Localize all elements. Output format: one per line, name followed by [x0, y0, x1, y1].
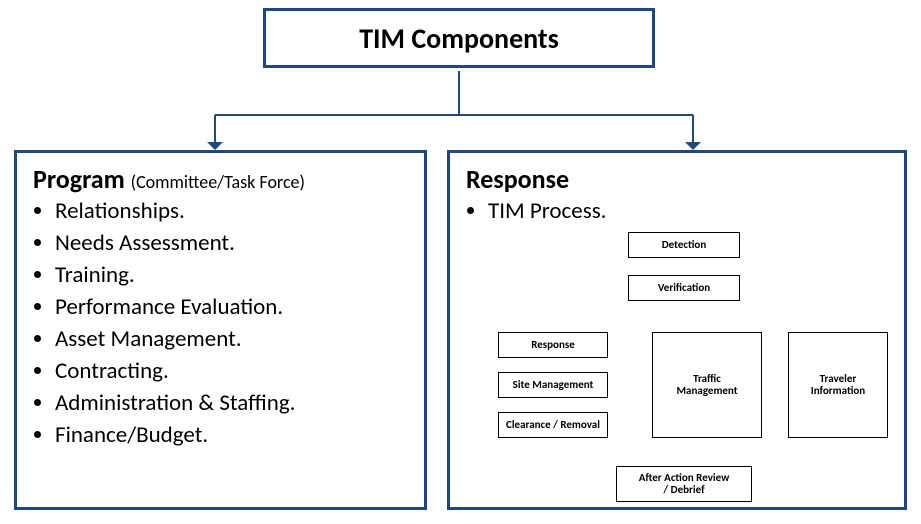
program-bullet-item: Finance/Budget. [55, 419, 408, 451]
program-bullet-item: Training. [55, 259, 408, 291]
program-bullet-item: Asset Management. [55, 323, 408, 355]
flowchart-node-response: Response [498, 332, 608, 358]
program-title: Program [33, 163, 131, 195]
program-bullet-item: Relationships. [55, 195, 408, 227]
flowchart-node-site-mgmt: Site Management [498, 372, 608, 398]
program-bullet-item: Needs Assessment. [55, 227, 408, 259]
flowchart-node-traffic-mgmt: Traffic Management [652, 332, 762, 438]
program-bullet-item: Contracting. [55, 355, 408, 387]
program-bullets: Relationships.Needs Assessment.Training.… [55, 195, 408, 451]
response-bullet-item: TIM Process. [488, 195, 888, 227]
response-title: Response [466, 163, 569, 195]
response-panel: Response TIM Process. [447, 150, 907, 510]
program-panel: Program (Committee/Task Force) Relations… [14, 150, 427, 510]
response-header: Response [466, 163, 888, 195]
program-bullet-item: Administration & Staffing. [55, 387, 408, 419]
title-box: TIM Components [263, 8, 655, 68]
program-subtitle: (Committee/Task Force) [131, 171, 305, 193]
flowchart-node-traveler-info: Traveler Information [788, 332, 888, 438]
response-bullets: TIM Process. [488, 195, 888, 227]
program-header: Program (Committee/Task Force) [33, 163, 408, 195]
flowchart-node-verification: Verification [628, 275, 740, 301]
flowchart-node-clearance: Clearance / Removal [498, 412, 608, 438]
flowchart-node-detection: Detection [628, 232, 740, 258]
program-bullet-item: Performance Evaluation. [55, 291, 408, 323]
title-text: TIM Components [359, 21, 559, 56]
flowchart-node-after-action: After Action Review / Debrief [616, 466, 752, 502]
